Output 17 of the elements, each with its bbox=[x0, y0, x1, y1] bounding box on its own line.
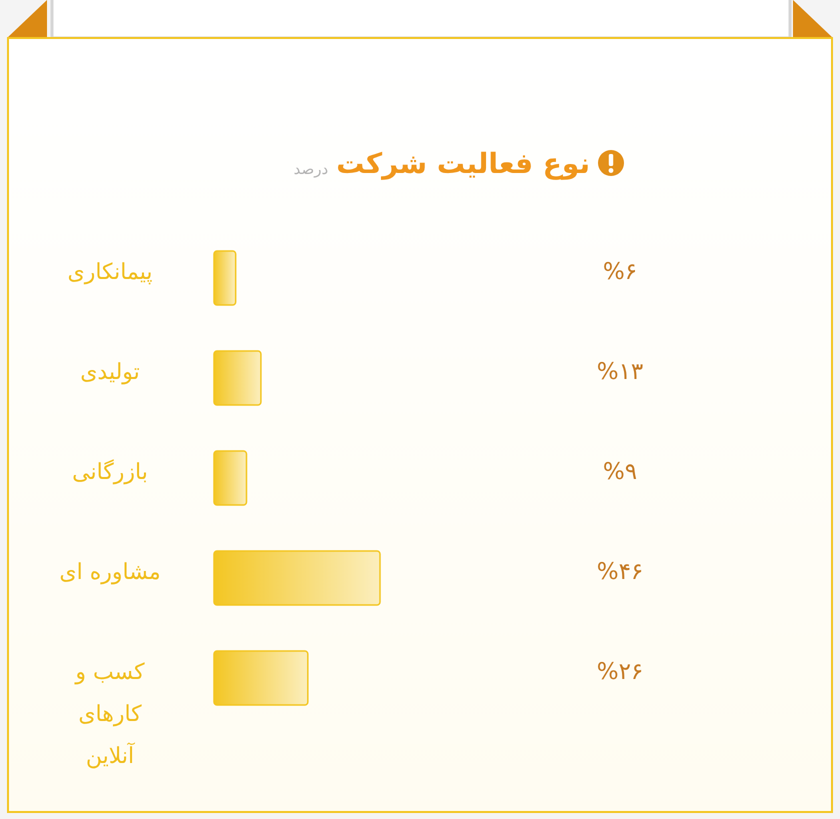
bar bbox=[213, 550, 381, 606]
bar bbox=[213, 650, 309, 706]
text: نوع فعالیت شرکت bbox=[336, 146, 590, 180]
data-label: %۶ bbox=[602, 259, 638, 285]
data-label: %۴۶ bbox=[596, 559, 644, 585]
y-tick-label: بازرگانی bbox=[72, 458, 148, 484]
bar bbox=[213, 350, 262, 406]
data-label: %۹ bbox=[602, 459, 638, 485]
data-label: %۱۳ bbox=[596, 359, 644, 385]
chart-subtitle: درصد bbox=[294, 160, 328, 178]
y-tick-label: پیمانکاری bbox=[67, 260, 153, 284]
bar bbox=[213, 450, 248, 506]
bar bbox=[213, 250, 236, 306]
y-tick-label: کسب و کارهای آنلاین bbox=[74, 660, 146, 768]
data-label: %۲۶ bbox=[596, 659, 644, 685]
y-tick-label: مشاوره ای bbox=[59, 560, 161, 584]
y-tick-label: تولیدی bbox=[80, 360, 140, 384]
